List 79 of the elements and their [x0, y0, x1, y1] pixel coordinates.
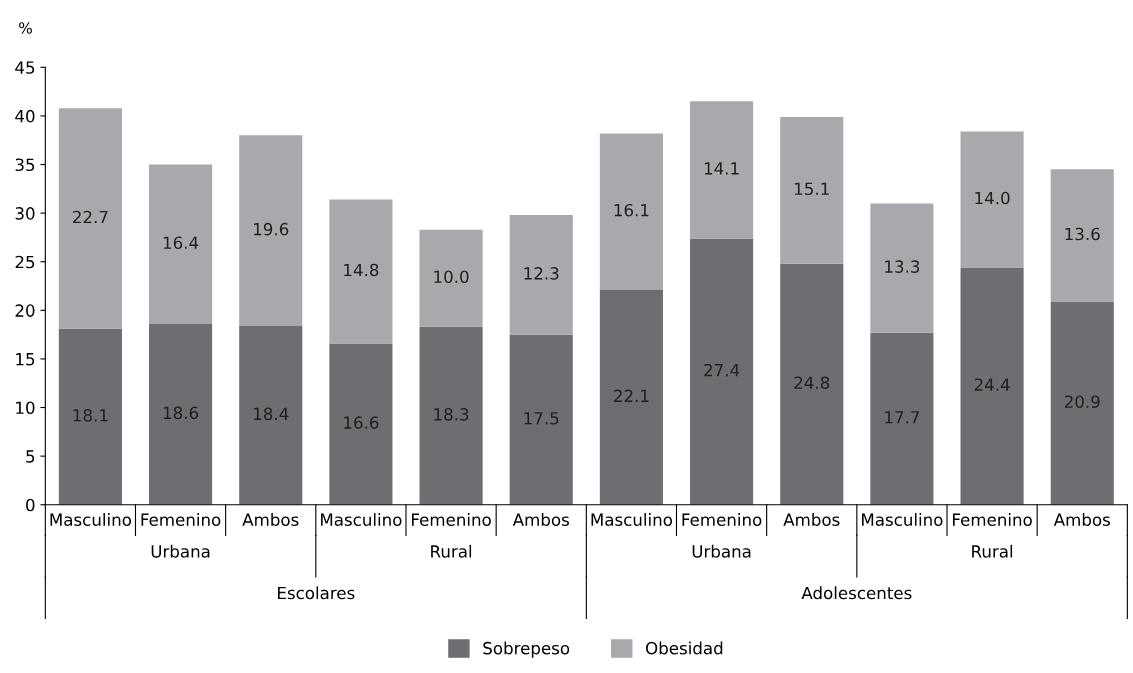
data-label: 20.9	[1064, 395, 1100, 408]
y-tick-label: 10	[16, 401, 35, 415]
bar	[58, 108, 122, 329]
data-label: 22.1	[614, 389, 649, 402]
data-label: 24.8	[794, 376, 830, 390]
data-label: 16.1	[614, 203, 649, 217]
data-label: 18.4	[254, 407, 289, 421]
data-label: 14.0	[975, 191, 1010, 205]
x-tick-label: Masculino	[50, 513, 132, 526]
y-axis-title: %	[19, 22, 32, 34]
data-label: 18.3	[434, 408, 469, 421]
data-label: 13.3	[885, 260, 920, 273]
x-tick-label: Femenino	[953, 513, 1032, 526]
bar	[329, 343, 393, 505]
bar	[58, 328, 122, 505]
bar	[509, 215, 573, 335]
bar	[960, 267, 1024, 505]
y-tick-label: 40	[15, 109, 35, 123]
data-label: 19.6	[254, 222, 289, 236]
bar	[239, 325, 303, 505]
bar	[1050, 169, 1114, 302]
y-tick-label: 30	[15, 207, 35, 220]
data-label: 16.6	[344, 416, 379, 429]
bar	[329, 199, 393, 344]
bar	[509, 334, 573, 505]
x-tick-label: Ambos	[783, 513, 840, 526]
data-label: 15.1	[795, 182, 829, 196]
bar	[870, 203, 934, 333]
x-tick-label: Ambos	[1053, 513, 1110, 526]
x-tick-label: Femenino	[682, 513, 762, 526]
text: Escolares	[278, 586, 355, 600]
data-label: 22.7	[73, 210, 108, 224]
bar	[149, 323, 213, 505]
legend-label: Sobrepeso	[483, 641, 570, 658]
data-label: 24.4	[974, 378, 1010, 391]
bar	[960, 131, 1024, 268]
y-tick-label: 0	[26, 498, 35, 512]
bar	[1050, 301, 1114, 505]
bar	[780, 263, 844, 505]
bar	[599, 133, 663, 290]
x-tick-label: Masculino	[321, 513, 402, 526]
y-tick-label: 25	[15, 255, 35, 269]
bar	[149, 164, 213, 324]
text: Adolescentes	[801, 586, 912, 600]
data-label: 17.7	[885, 411, 920, 424]
data-label: 16.4	[163, 236, 199, 250]
y-tick-label: 20	[15, 304, 35, 317]
data-label: 14.1	[704, 162, 739, 175]
y-tick-label: 15	[16, 353, 35, 366]
x-tick-label: Ambos	[242, 513, 299, 526]
data-label: 13.6	[1065, 227, 1100, 241]
bar	[690, 238, 754, 505]
bar	[780, 116, 844, 264]
data-label: 10.0	[434, 270, 469, 284]
bar	[239, 135, 303, 326]
text: Urbana	[692, 544, 751, 558]
data-label: 18.6	[163, 406, 199, 420]
bar	[419, 229, 483, 327]
bar	[599, 289, 663, 505]
legend-label: Obesidad	[646, 641, 723, 655]
x-tick-label: Masculino	[591, 513, 673, 526]
text: Rural	[972, 544, 1013, 558]
data-label: 14.8	[344, 263, 379, 277]
data-label: 12.3	[524, 267, 559, 280]
x-tick-label: Ambos	[512, 513, 569, 526]
y-tick-label: 5	[26, 450, 35, 463]
y-tick-label: 35	[15, 158, 35, 172]
bar	[690, 101, 754, 239]
data-label: 27.4	[704, 363, 740, 377]
text: Urbana	[151, 544, 210, 558]
data-label: 18.1	[73, 409, 108, 422]
x-tick-label: Masculino	[862, 513, 943, 526]
text: Rural	[431, 544, 472, 558]
data-label: 17.5	[524, 412, 559, 425]
x-tick-label: Femenino	[412, 513, 491, 526]
bar	[419, 326, 483, 505]
bar	[870, 332, 934, 505]
y-tick-label: 45	[15, 61, 35, 74]
x-tick-label: Femenino	[141, 513, 221, 526]
